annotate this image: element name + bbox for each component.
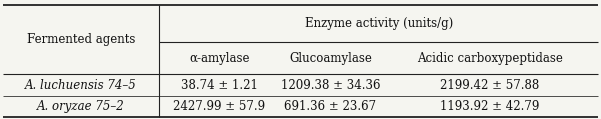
Text: Enzyme activity (units/g): Enzyme activity (units/g) xyxy=(305,17,453,30)
Text: 691.36 ± 23.67: 691.36 ± 23.67 xyxy=(284,100,377,113)
Text: 38.74 ± 1.21: 38.74 ± 1.21 xyxy=(181,79,258,92)
Text: Acidic carboxypeptidase: Acidic carboxypeptidase xyxy=(417,52,563,64)
Text: α-amylase: α-amylase xyxy=(189,52,249,64)
Text: A. oryzae 75–2: A. oryzae 75–2 xyxy=(37,100,125,113)
Text: Glucoamylase: Glucoamylase xyxy=(289,52,372,64)
Text: Fermented agents: Fermented agents xyxy=(27,33,135,46)
Text: 2199.42 ± 57.88: 2199.42 ± 57.88 xyxy=(440,79,540,92)
Text: 1193.92 ± 42.79: 1193.92 ± 42.79 xyxy=(440,100,540,113)
Text: 2427.99 ± 57.9: 2427.99 ± 57.9 xyxy=(173,100,266,113)
Text: A. luchuensis 74–5: A. luchuensis 74–5 xyxy=(25,79,137,92)
Text: 1209.38 ± 34.36: 1209.38 ± 34.36 xyxy=(281,79,380,92)
